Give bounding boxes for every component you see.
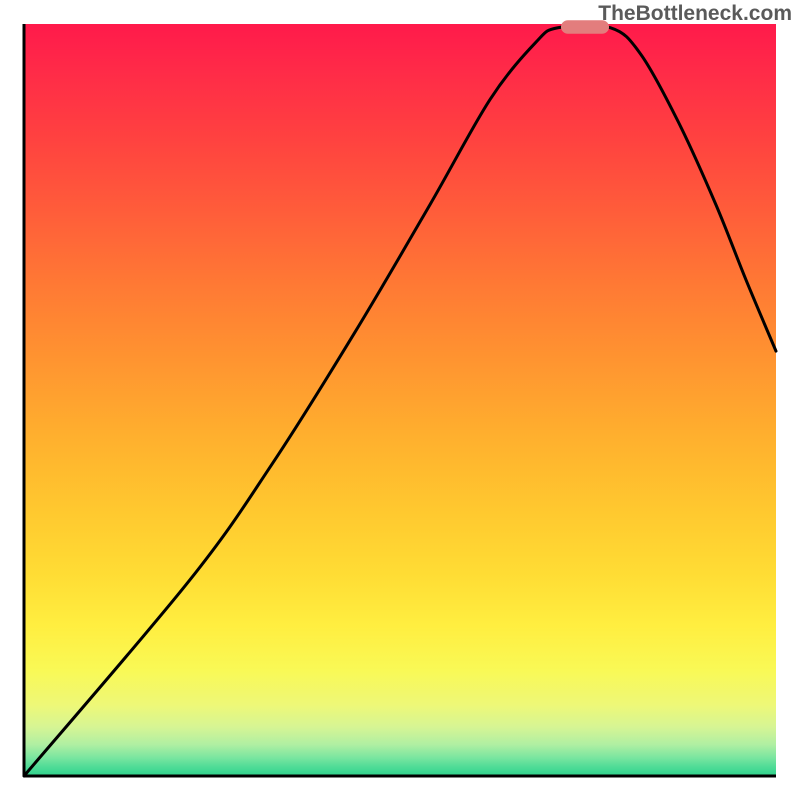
bottleneck-chart-svg: [0, 0, 800, 800]
watermark-text: TheBottleneck.com: [598, 2, 792, 26]
gradient-background: [24, 24, 776, 776]
chart-container: TheBottleneck.com: [0, 0, 800, 800]
